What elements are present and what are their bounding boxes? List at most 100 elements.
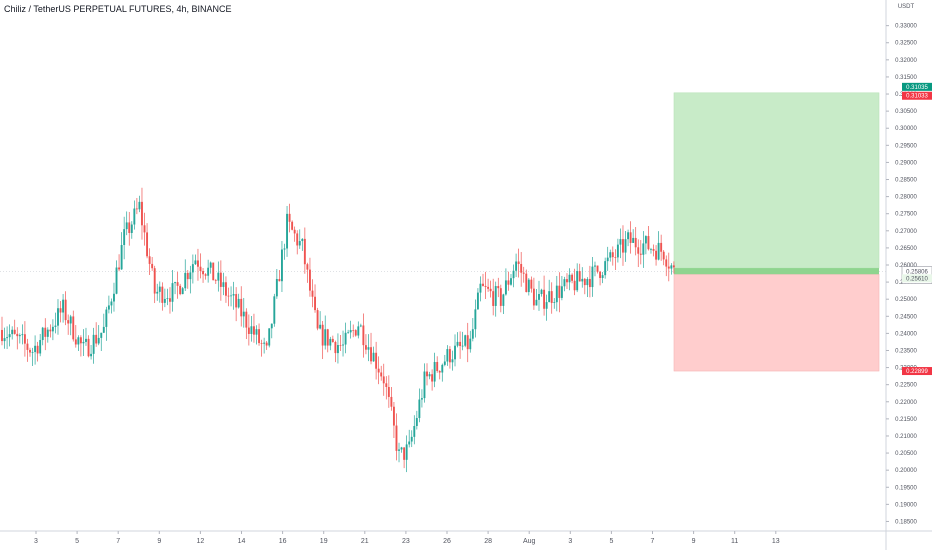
candle-body (543, 289, 546, 309)
candle-body (1, 329, 3, 342)
candle-body (308, 269, 311, 291)
candle-body (120, 245, 123, 270)
candle-body (655, 250, 658, 260)
candle-body (204, 274, 207, 276)
candle-body (146, 232, 149, 257)
candle-body (268, 328, 271, 346)
candle-body (212, 262, 215, 281)
candle-body (339, 345, 342, 346)
candle-body (219, 272, 222, 287)
price-tick-label: 0.18500 (895, 519, 917, 525)
candle-body (110, 301, 113, 306)
candle-body (398, 449, 400, 451)
price-tick-label: 0.30000 (895, 126, 917, 132)
candle-body (586, 278, 589, 286)
candle-body (191, 264, 194, 273)
candle-body (230, 295, 232, 297)
candle-body (291, 221, 294, 230)
candle-body (301, 238, 304, 242)
candle-body (413, 426, 416, 437)
candle-body (665, 259, 668, 267)
candle-body (515, 261, 518, 271)
candle-body (354, 330, 357, 336)
candle-body (41, 327, 44, 341)
candle-body (222, 282, 225, 287)
candle-body (31, 352, 34, 353)
time-tick-label: Aug (523, 538, 536, 545)
candle-body (553, 302, 556, 303)
time-tick-label: 7 (651, 538, 655, 545)
candle-body (489, 288, 492, 292)
candle-body (563, 279, 566, 287)
candle-body (634, 237, 637, 248)
candle-body (225, 282, 227, 296)
candle-body (46, 329, 49, 337)
candle-body (614, 257, 617, 258)
candle-body (377, 368, 380, 373)
stop-zone (673, 273, 880, 372)
price-tick-label: 0.29000 (895, 160, 917, 166)
candle-body (92, 334, 95, 354)
candle-body (36, 345, 39, 354)
candle-body (82, 341, 85, 344)
time-tick-label: 9 (692, 538, 696, 545)
candle-body (484, 285, 487, 287)
candle-body (314, 296, 316, 311)
candle-body (647, 236, 650, 250)
time-tick-label: 7 (116, 538, 120, 545)
candle-body (372, 352, 375, 362)
currency-label: USDT (898, 4, 915, 10)
candle-body (161, 286, 164, 303)
stop-price-tag: 0.22899 (906, 369, 928, 375)
candle-body (242, 311, 245, 317)
candle-body (359, 325, 362, 327)
candle-body (426, 371, 428, 377)
candle-body (179, 285, 182, 295)
candle-body (288, 213, 291, 222)
candle-body (59, 308, 62, 313)
price-tick-label: 0.27000 (895, 229, 917, 235)
price-tick-label: 0.32500 (895, 41, 917, 47)
candle-body (29, 349, 31, 353)
candle-body (558, 285, 561, 298)
candle-body (362, 325, 365, 346)
candle-body (438, 370, 441, 373)
price-tick-label: 0.27500 (895, 212, 917, 218)
time-tick-label: 16 (279, 538, 287, 545)
candle-body (611, 252, 614, 258)
candle-body (174, 282, 177, 284)
candle-body (555, 285, 558, 303)
candle-body (286, 213, 288, 249)
candle-body (275, 278, 278, 297)
candle-body (428, 374, 431, 377)
candle-body (476, 292, 479, 310)
candle-body (642, 243, 645, 255)
time-tick-label: 19 (320, 538, 328, 545)
candle-body (431, 374, 434, 382)
price-tick-label: 0.19500 (895, 485, 917, 491)
price-tick-label: 0.25000 (895, 297, 917, 303)
candle-body (479, 283, 482, 293)
price-tick-label: 0.30500 (895, 109, 917, 115)
price-tick-label: 0.20000 (895, 468, 917, 474)
candle-body (517, 261, 520, 264)
candle-body (527, 279, 530, 293)
candle-body (51, 326, 54, 332)
candle-body (316, 310, 319, 329)
candle-body (667, 266, 670, 269)
candle-body (530, 279, 533, 289)
candle-body (158, 286, 161, 292)
candle-body (77, 337, 80, 345)
target-zone (673, 92, 880, 269)
candle-body (408, 441, 411, 445)
candle-body (578, 271, 581, 282)
candle-body (344, 332, 347, 345)
candle-body (18, 335, 21, 337)
candle-body (522, 272, 525, 274)
candle-body (232, 294, 235, 296)
candle-body (415, 418, 418, 427)
candle-body (637, 247, 640, 254)
price-tags: 0.310350.310330.228990.2580601:36:350.25… (901, 82, 932, 376)
stop-price-tag-bg (902, 367, 932, 376)
